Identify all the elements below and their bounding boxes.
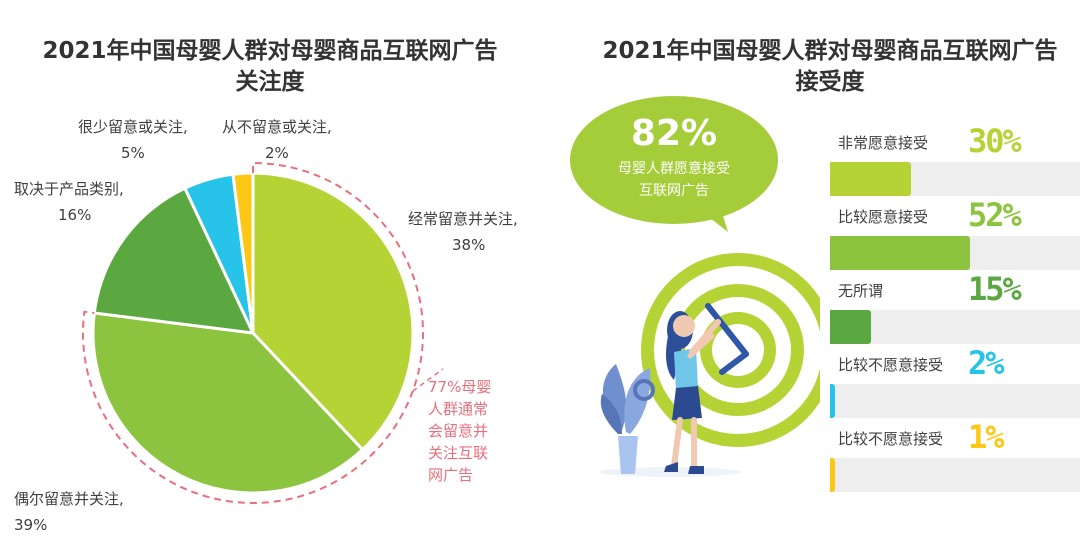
attention-title-line1: 2021年中国母婴人群对母婴商品互联网广告 bbox=[42, 38, 498, 64]
bar-value-label: 2% bbox=[968, 344, 1005, 382]
pie-label-depends: 取决于产品类别, 16% bbox=[14, 176, 124, 228]
pie-label-rarely-name: 很少留意或关注, bbox=[78, 118, 188, 136]
bar-category-label: 比较愿意接受 bbox=[838, 208, 929, 226]
bar-fill bbox=[830, 458, 835, 492]
pie-label-rarely-value: 5% bbox=[120, 144, 145, 162]
pie-label-rarely: 很少留意或关注, 5% bbox=[78, 114, 188, 166]
pie-label-depends-name: 取决于产品类别, bbox=[14, 180, 124, 198]
attention-chart-title: 2021年中国母婴人群对母婴商品互联网广告 关注度 bbox=[20, 36, 520, 98]
plant-icon bbox=[600, 364, 655, 474]
bar-value-label: 52% bbox=[968, 196, 1022, 234]
bar-value-label: 30% bbox=[968, 122, 1022, 160]
bar-category-label: 无所谓 bbox=[838, 282, 884, 300]
speech-bubble bbox=[570, 96, 778, 232]
bar-fill bbox=[830, 162, 911, 196]
pie-label-often-name: 经常留意并关注, bbox=[408, 210, 518, 228]
callout-leader-line bbox=[412, 368, 444, 392]
pie-slice-depends bbox=[92, 186, 256, 335]
pie-label-often-value: 38% bbox=[452, 236, 486, 254]
pie-label-never-name: 从不留意或关注, bbox=[222, 118, 332, 136]
bar-value-label: 15% bbox=[968, 270, 1022, 308]
pie-label-often: 经常留意并关注, 38% bbox=[408, 206, 518, 258]
pie-slice-often bbox=[251, 171, 415, 452]
pie-label-occasional-value: 39% bbox=[14, 516, 48, 534]
pie-label-occasional-name: 偶尔留意并关注, bbox=[14, 490, 124, 508]
bar-category-label: 比较不愿意接受 bbox=[838, 430, 944, 448]
attention-callout: 77%母婴人群通常会留意并关注互联网广告 bbox=[428, 378, 492, 484]
target-illustration bbox=[570, 96, 820, 477]
acceptance-bubble-value: 82% bbox=[630, 113, 718, 154]
acceptance-title-line1: 2021年中国母婴人群对母婴商品互联网广告 bbox=[602, 38, 1058, 64]
bar-fill bbox=[830, 310, 871, 344]
pie-slice-occasional bbox=[91, 311, 365, 495]
bar-track bbox=[830, 384, 1080, 418]
bar-fill bbox=[830, 384, 836, 418]
acceptance-chart-title: 2021年中国母婴人群对母婴商品互联网广告 接受度 bbox=[580, 36, 1080, 98]
bar-category-label: 比较不愿意接受 bbox=[838, 356, 944, 374]
callout-dashed-outline bbox=[82, 161, 424, 504]
attention-chart-panel: 2021年中国母婴人群对母婴商品互联网广告 关注度 经常留意并关注, 38% 偶… bbox=[14, 36, 520, 538]
attention-title-line2: 关注度 bbox=[235, 69, 305, 95]
acceptance-bubble-caption: 母婴人群愿意接受互联网广告 bbox=[618, 161, 730, 199]
bar-track bbox=[830, 458, 1080, 492]
bar-value-label: 1% bbox=[968, 418, 1005, 456]
pie-label-never: 从不留意或关注, 2% bbox=[222, 114, 332, 166]
woman-figure bbox=[664, 303, 749, 474]
acceptance-title-line2: 接受度 bbox=[795, 69, 865, 95]
pie-label-never-value: 2% bbox=[264, 144, 289, 162]
attention-pie-chart bbox=[82, 161, 444, 504]
bar-category-label: 非常愿意接受 bbox=[838, 134, 929, 152]
pie-label-depends-value: 16% bbox=[58, 206, 92, 224]
acceptance-chart-panel: 2021年中国母婴人群对母婴商品互联网广告 接受度 bbox=[560, 0, 1080, 551]
bar-track bbox=[830, 310, 1080, 344]
bar-fill bbox=[830, 236, 971, 270]
target-icon bbox=[641, 253, 820, 447]
pie-label-occasional: 偶尔留意并关注, 39% bbox=[14, 486, 124, 538]
